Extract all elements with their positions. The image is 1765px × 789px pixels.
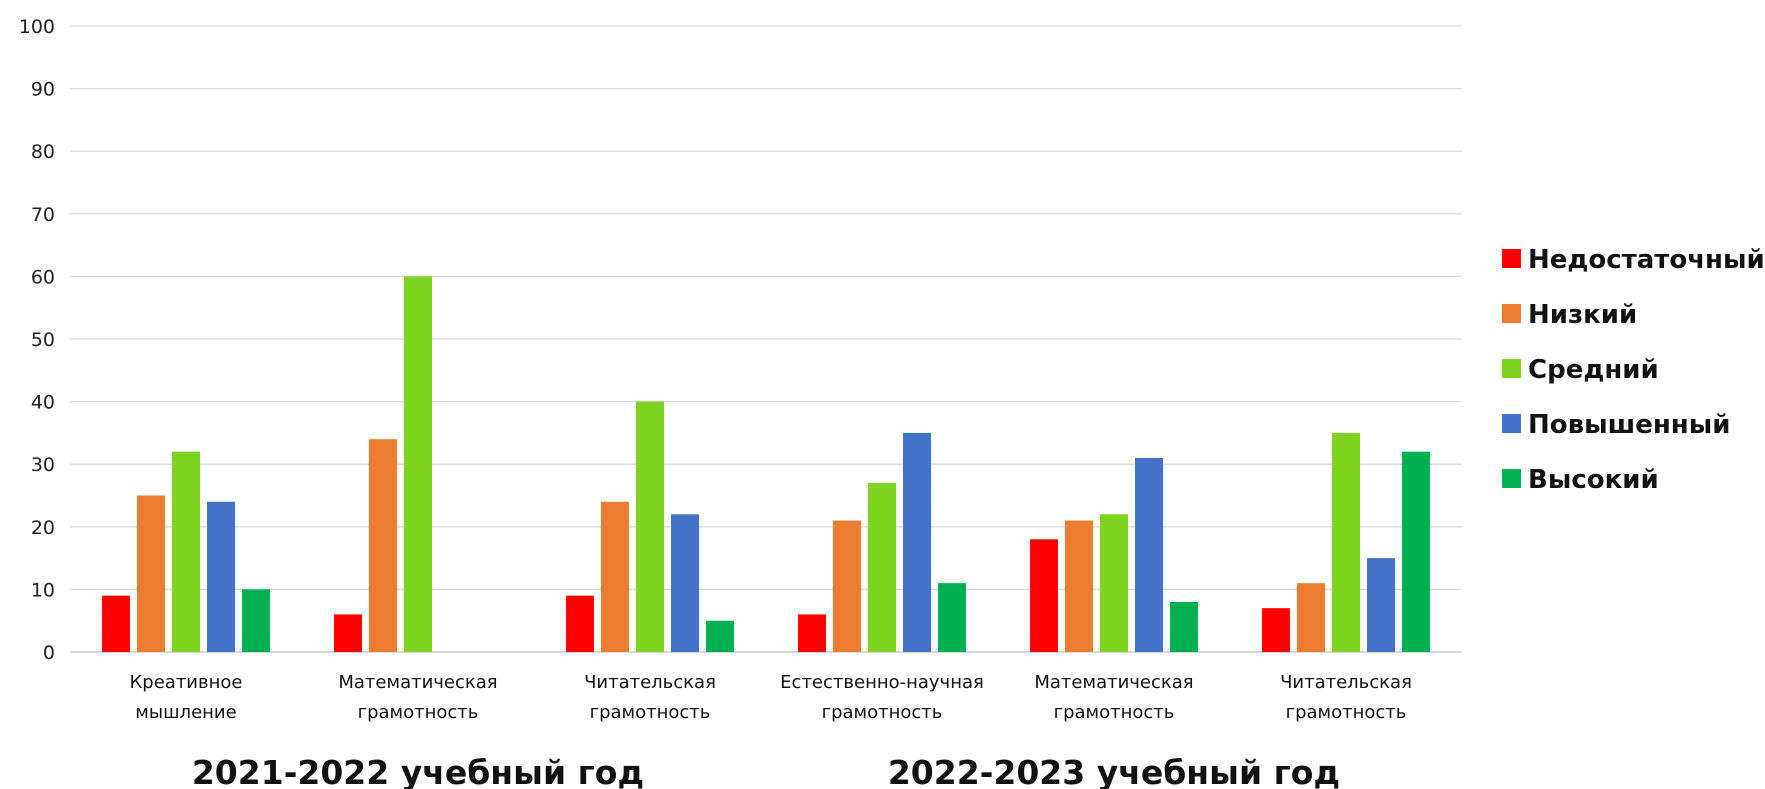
bar-4-3 (671, 514, 699, 652)
bar-1-5 (1030, 539, 1058, 652)
legend-label: Средний (1528, 355, 1659, 385)
bar-1-1 (102, 596, 130, 652)
y-tick-label: 60 (31, 266, 55, 288)
y-tick-label: 100 (19, 16, 55, 38)
y-tick-label: 50 (31, 329, 55, 351)
legend-label: Повышенный (1528, 410, 1731, 440)
year-group-labels: 2021-2022 учебный год 2022-2023 учебный г… (192, 753, 1340, 789)
bar-2-3 (601, 502, 629, 652)
legend-swatch (1502, 304, 1521, 323)
y-tick-label: 80 (31, 141, 55, 163)
bar-4-4 (903, 433, 931, 652)
legend-label: Высокий (1528, 465, 1659, 495)
bar-1-2 (334, 614, 362, 652)
year-group-label: 2022-2023 учебный год (888, 753, 1340, 789)
bar-3-3 (636, 402, 664, 652)
category-label: мышление (135, 702, 236, 723)
legend-swatch (1502, 414, 1521, 433)
category-label: Естественно-научная (780, 672, 984, 693)
y-tick-label: 10 (31, 579, 55, 601)
bar-1-4 (798, 614, 826, 652)
category-label: грамотность (1054, 702, 1175, 723)
category-label: грамотность (590, 702, 711, 723)
bar-3-4 (868, 483, 896, 652)
bar-2-2 (369, 439, 397, 652)
year-group-label: 2021-2022 учебный год (192, 753, 644, 789)
bar-4-1 (207, 502, 235, 652)
category-label: Креативное (130, 672, 243, 693)
y-tick-label: 70 (31, 204, 55, 226)
category-label: Читательская (1280, 672, 1412, 693)
bar-5-3 (706, 621, 734, 652)
category-label: грамотность (1286, 702, 1407, 723)
y-axis: 0 10 20 30 40 50 60 70 80 90 100 (19, 16, 55, 664)
category-label: грамотность (822, 702, 943, 723)
bar-1-3 (566, 596, 594, 652)
bar-2-1 (137, 496, 165, 653)
bar-5-1 (242, 589, 270, 652)
bar-4-6 (1367, 558, 1395, 652)
bar-5-5 (1170, 602, 1198, 652)
legend: Недостаточный Низкий Средний Повышенный Высо… (1502, 245, 1765, 495)
y-tick-label: 0 (43, 642, 55, 664)
bar-3-2 (404, 276, 432, 652)
gridlines (70, 26, 1462, 652)
y-tick-label: 40 (31, 392, 55, 414)
legend-label: Недостаточный (1528, 245, 1765, 275)
bar-2-4 (833, 521, 861, 652)
bar-5-6 (1402, 452, 1430, 652)
y-tick-label: 30 (31, 454, 55, 476)
bar-2-5 (1065, 521, 1093, 652)
bar-1-6 (1262, 608, 1290, 652)
y-tick-label: 90 (31, 79, 55, 101)
bar-3-5 (1100, 514, 1128, 652)
category-label: Читательская (584, 672, 716, 693)
category-label: Математическая (1034, 672, 1193, 693)
category-label: Математическая (338, 672, 497, 693)
category-label: грамотность (358, 702, 479, 723)
y-tick-label: 20 (31, 517, 55, 539)
bar-5-4 (938, 583, 966, 652)
legend-swatch (1502, 469, 1521, 488)
legend-label: Низкий (1528, 300, 1637, 330)
bar-3-1 (172, 452, 200, 652)
legend-swatch (1502, 359, 1521, 378)
x-axis: Креативное мышление Математическая грамотно… (130, 672, 1412, 723)
bar-2-6 (1297, 583, 1325, 652)
bar-4-5 (1135, 458, 1163, 652)
legend-swatch (1502, 249, 1521, 268)
bar-3-6 (1332, 433, 1360, 652)
